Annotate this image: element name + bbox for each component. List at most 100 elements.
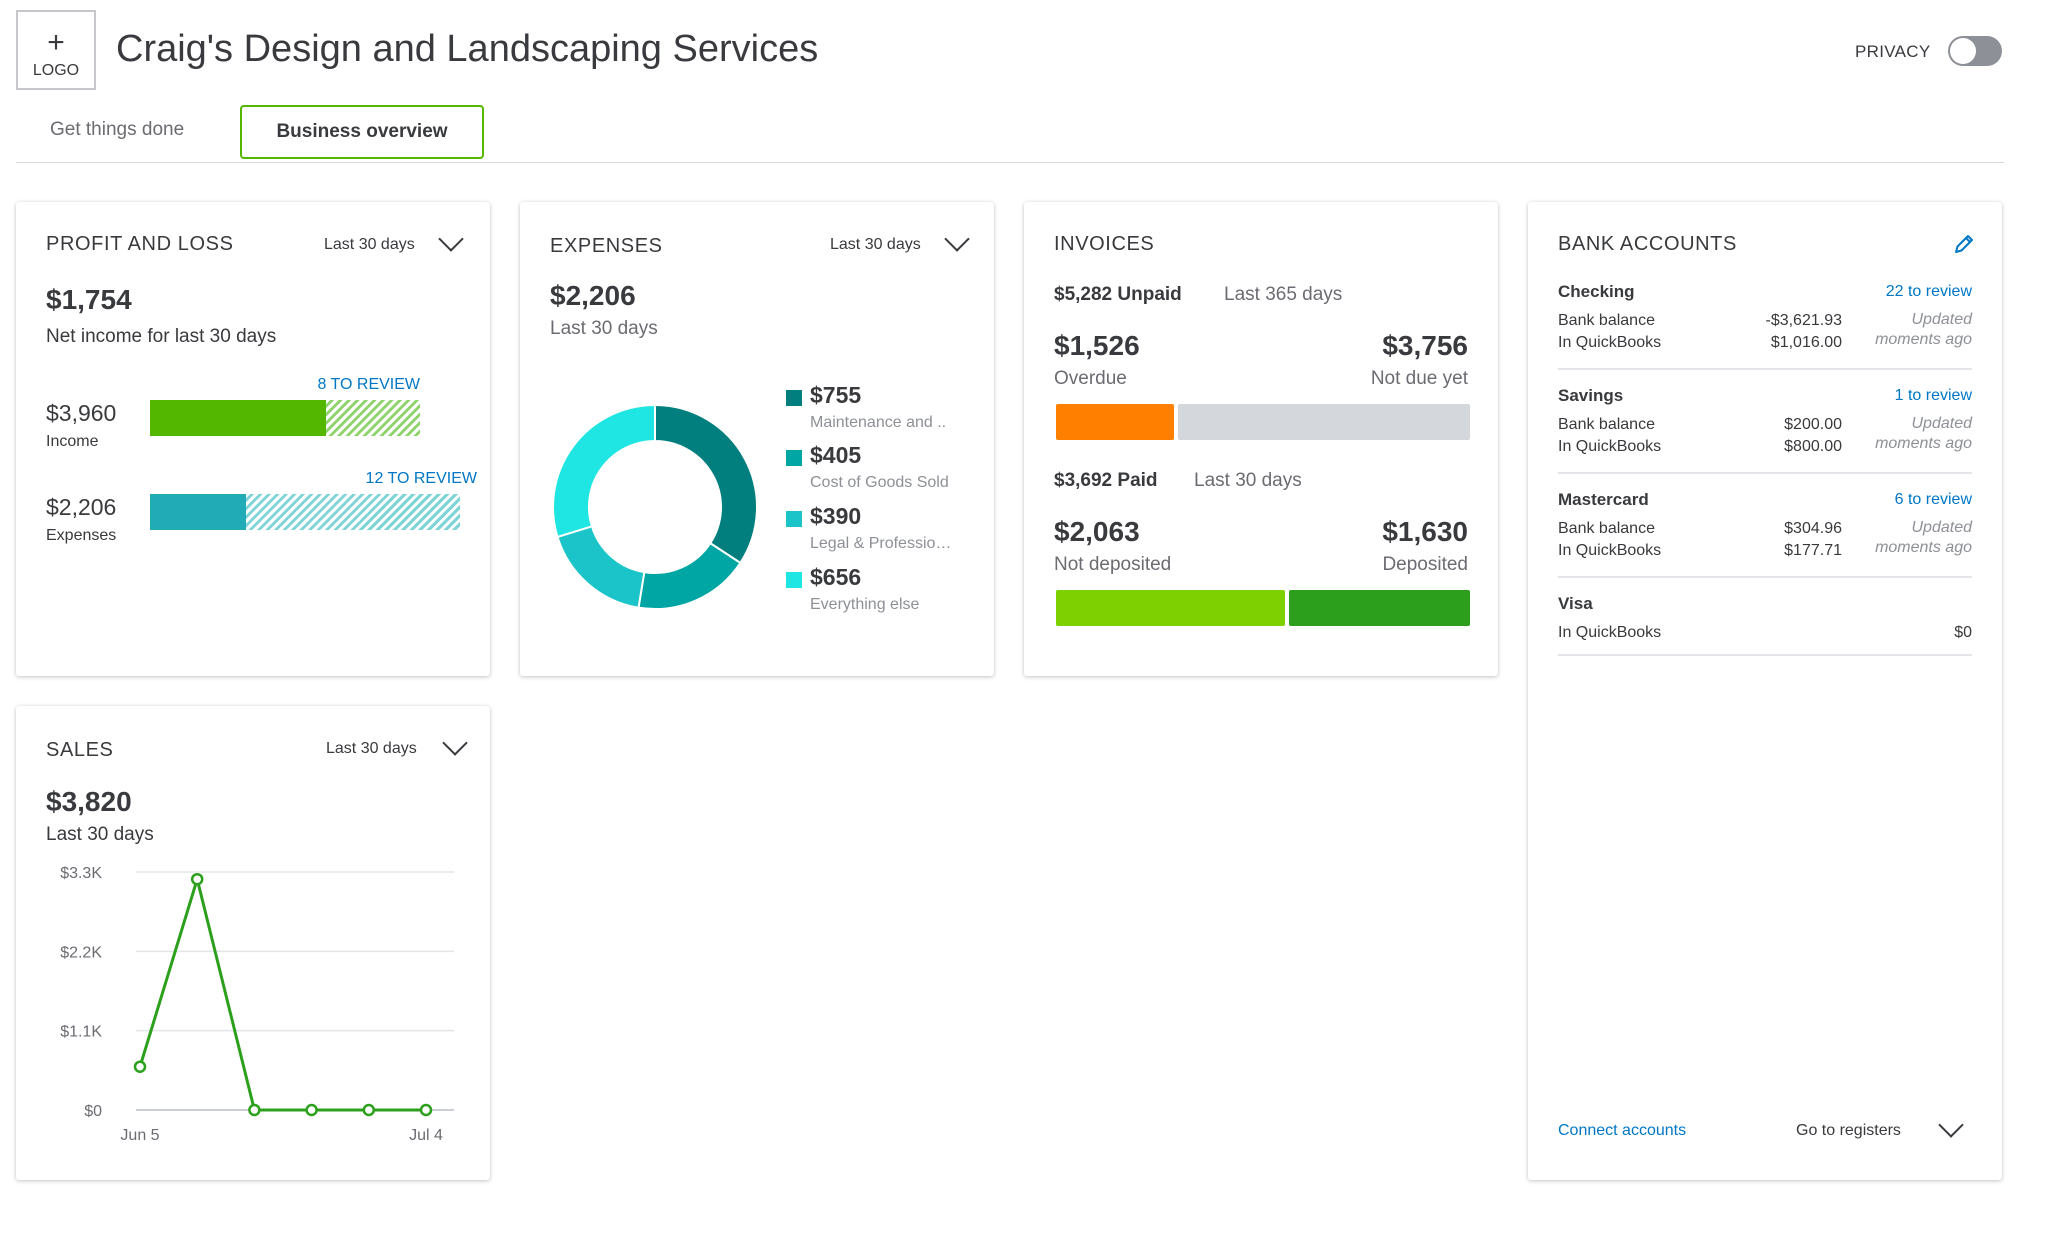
add-logo-button[interactable]: + LOGO xyxy=(16,10,96,90)
x-tick-label: Jun 5 xyxy=(120,1127,159,1144)
donut-slice[interactable] xyxy=(552,403,656,539)
unpaid-bar[interactable] xyxy=(1056,404,1470,440)
not-deposited-amount: $2,063 xyxy=(1054,516,1140,547)
card-title: EXPENSES xyxy=(550,235,663,257)
expenses-bar[interactable] xyxy=(150,494,460,530)
sales-data-point[interactable] xyxy=(190,872,204,886)
legend-amount: $656 xyxy=(810,564,862,590)
y-tick-label: $1.1K xyxy=(60,1024,102,1041)
income-bar[interactable] xyxy=(150,400,420,436)
paid-amount: $3,692 Paid xyxy=(1054,470,1158,491)
go-to-registers-dropdown[interactable]: Go to registers xyxy=(1796,1122,1901,1139)
quickbooks-balance-label: In QuickBooks xyxy=(1558,624,1662,641)
bank-balance-label: Bank balance xyxy=(1558,520,1655,537)
deposited-amount: $1,630 xyxy=(1382,516,1468,547)
sales-card: SALES Last 30 days $3,820 Last 30 days $… xyxy=(16,706,490,1180)
tab-business-overview[interactable]: Business overview xyxy=(240,105,484,159)
not-due-label: Not due yet xyxy=(1370,368,1468,389)
expenses-donut-chart[interactable] xyxy=(550,402,760,612)
overdue-bar[interactable] xyxy=(1056,404,1174,440)
privacy-label: PRIVACY xyxy=(1855,42,1931,61)
plus-icon: + xyxy=(47,26,65,59)
sales-total-label: Last 30 days xyxy=(46,824,154,845)
updated-line-2: moments ago xyxy=(1875,435,1972,452)
chevron-down-icon[interactable] xyxy=(944,226,970,252)
chevron-down-icon[interactable] xyxy=(438,226,464,252)
account-divider xyxy=(1558,654,1972,656)
income-amount: $3,960 xyxy=(46,400,117,426)
updated-status: Updated moments ago xyxy=(1875,310,1972,350)
y-tick-label: $0 xyxy=(84,1103,102,1120)
tab-get-things-done[interactable]: Get things done xyxy=(50,119,185,140)
company-name: Craig's Design and Landscaping Services xyxy=(116,28,819,70)
sales-total: $3,820 xyxy=(46,786,132,817)
paid-bar[interactable] xyxy=(1056,590,1470,626)
expenses-bar-categorized xyxy=(150,494,246,530)
review-link[interactable]: 1 to review xyxy=(1894,387,1972,404)
bank-balance-label: Bank balance xyxy=(1558,416,1655,433)
review-link[interactable]: 22 to review xyxy=(1885,283,1972,300)
paid-period: Last 30 days xyxy=(1194,470,1302,491)
donut-slice[interactable] xyxy=(637,541,742,610)
account-name[interactable]: Savings xyxy=(1558,386,1624,405)
sales-data-point[interactable] xyxy=(248,1103,261,1117)
period-dropdown[interactable]: Last 30 days xyxy=(326,740,417,757)
expenses-total: $2,206 xyxy=(550,280,636,311)
card-title: PROFIT AND LOSS xyxy=(46,233,234,255)
bank-balance-value: $200.00 xyxy=(1784,416,1842,433)
updated-line-1: Updated xyxy=(1911,415,1973,432)
legend-label: Everything else xyxy=(810,596,920,613)
account-name[interactable]: Visa xyxy=(1558,594,1593,613)
chevron-down-icon[interactable] xyxy=(442,730,468,756)
privacy-toggle[interactable] xyxy=(1948,36,2002,66)
deposited-bar[interactable] xyxy=(1289,590,1470,626)
legend-swatch xyxy=(786,511,802,527)
unpaid-period: Last 365 days xyxy=(1224,284,1343,305)
updated-status: Updated moments ago xyxy=(1875,414,1972,454)
net-income-amount: $1,754 xyxy=(46,284,132,315)
chevron-down-icon[interactable] xyxy=(1938,1112,1964,1138)
account-divider xyxy=(1558,576,1972,578)
sales-data-point[interactable] xyxy=(133,1060,147,1073)
sales-data-point[interactable] xyxy=(362,1103,376,1117)
legend-label: Cost of Goods Sold xyxy=(810,474,949,491)
pencil-edit-icon[interactable] xyxy=(1952,232,1976,256)
legend-amount: $755 xyxy=(810,382,862,408)
not-due-bar[interactable] xyxy=(1178,404,1470,440)
connect-accounts-link[interactable]: Connect accounts xyxy=(1558,1122,1687,1139)
income-label: Income xyxy=(46,433,99,450)
review-link[interactable]: 6 to review xyxy=(1894,491,1972,508)
donut-slice[interactable] xyxy=(654,403,758,565)
overdue-label: Overdue xyxy=(1054,368,1127,389)
expenses-review-link[interactable]: 12 TO REVIEW xyxy=(365,470,477,487)
account-name[interactable]: Checking xyxy=(1558,282,1635,301)
account-name[interactable]: Mastercard xyxy=(1558,490,1649,509)
bank-balance-value: -$3,621.93 xyxy=(1765,312,1842,329)
account-divider xyxy=(1558,368,1972,370)
privacy-toggle-knob xyxy=(1950,38,1976,64)
period-dropdown[interactable]: Last 30 days xyxy=(324,236,415,253)
invoices-card: INVOICES $5,282 Unpaid Last 365 days $1,… xyxy=(1024,202,1498,676)
legend-swatch xyxy=(786,450,802,466)
y-tick-label: $3.3K xyxy=(60,865,102,882)
income-review-link[interactable]: 8 TO REVIEW xyxy=(317,376,420,393)
income-bar-categorized xyxy=(150,400,326,436)
updated-line-1: Updated xyxy=(1911,519,1973,536)
expenses-label: Expenses xyxy=(46,527,117,544)
updated-line-2: moments ago xyxy=(1875,539,1972,556)
profit-and-loss-card: PROFIT AND LOSS Last 30 days $1,754 Net … xyxy=(16,202,490,676)
sales-series-line xyxy=(138,877,426,1112)
not-due-amount: $3,756 xyxy=(1382,330,1468,361)
donut-slice[interactable] xyxy=(556,525,646,609)
quickbooks-balance-label: In QuickBooks xyxy=(1558,438,1662,455)
sales-data-point[interactable] xyxy=(305,1103,318,1117)
quickbooks-balance-label: In QuickBooks xyxy=(1558,542,1662,559)
sales-data-point[interactable] xyxy=(419,1103,433,1117)
period-dropdown[interactable]: Last 30 days xyxy=(830,236,921,253)
expenses-amount: $2,206 xyxy=(46,494,117,520)
expenses-card: EXPENSES Last 30 days $2,206 Last 30 day… xyxy=(520,202,994,676)
sales-line-chart[interactable]: $3.3K $2.2K $1.1K $0 Jun 5 Jul 4 xyxy=(16,856,490,1180)
not-deposited-bar[interactable] xyxy=(1056,590,1285,626)
overdue-amount: $1,526 xyxy=(1054,330,1140,361)
legend-amount: $390 xyxy=(810,503,862,529)
